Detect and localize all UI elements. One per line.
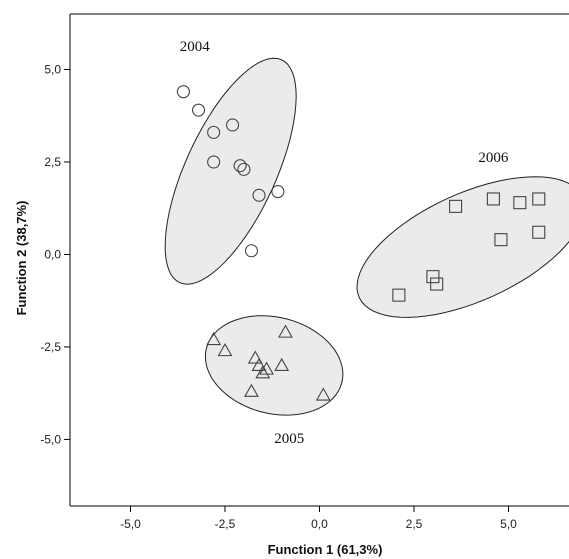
point-circle-2004: [252, 188, 266, 202]
point-square-2006: [494, 233, 508, 247]
point-circle-2004: [207, 155, 221, 169]
point-triangle-2005: [247, 350, 263, 364]
group-label-2004: 2004: [180, 39, 211, 55]
group-label-2006: 2006: [478, 150, 509, 166]
x-tick-label: 0,0: [311, 517, 328, 531]
y-tick-label: -2,5: [40, 340, 61, 354]
ellipses-layer: [164, 57, 569, 416]
group-ellipse-2005: [204, 315, 344, 416]
labels-layer: 2004 2006 2005: [180, 39, 509, 447]
x-tick-label: 2,5: [406, 517, 423, 531]
x-tick-label: -2,5: [215, 517, 236, 531]
point-triangle-2005: [244, 383, 259, 397]
x-axis-title: Function 1 (61,3%): [268, 542, 383, 557]
x-tick-label: 5,0: [500, 517, 517, 531]
point-circle-2004: [226, 118, 240, 132]
point-square-2006: [513, 196, 527, 210]
point-circle-2004: [244, 244, 259, 258]
point-triangle-2005: [278, 324, 293, 338]
y-tick-label: 0,0: [44, 247, 61, 261]
y-axis-title: Function 2 (38,7%): [14, 201, 29, 316]
point-square-2006: [426, 270, 440, 284]
group-ellipse-2006: [356, 176, 569, 318]
point-circle-2004: [271, 185, 285, 199]
point-circle-2004: [191, 103, 206, 117]
group-label-2005: 2005: [274, 431, 304, 447]
point-triangle-2005: [206, 331, 222, 346]
point-triangle-2005: [259, 361, 275, 375]
point-square-2006: [532, 192, 546, 206]
x-tick-label: -5,0: [120, 517, 141, 531]
y-tick-label: 5,0: [44, 62, 61, 76]
point-circle-2004: [176, 85, 190, 99]
point-square-2006: [486, 192, 500, 206]
point-triangle-2005: [315, 387, 331, 401]
point-triangle-2005: [255, 365, 271, 379]
y-tick-label: 2,5: [44, 155, 61, 169]
point-circle-2004: [233, 159, 247, 173]
point-triangle-2005: [217, 343, 233, 357]
y-tick-label: -5,0: [40, 432, 61, 446]
points-layer: [176, 85, 546, 401]
point-square-2006: [449, 199, 463, 213]
point-triangle-2005: [274, 357, 290, 371]
point-square-2006: [430, 277, 444, 291]
point-square-2006: [392, 288, 406, 302]
point-square-2006: [532, 225, 546, 239]
ticks-layer: -5,0 -2,5 0,0 2,5 5,0 5,0 2,5 0,0 -2,5 -5,0: [40, 62, 517, 531]
point-circle-2004: [237, 162, 251, 176]
point-triangle-2005: [251, 357, 267, 371]
group-ellipse-2004: [164, 57, 297, 285]
point-circle-2004: [207, 125, 221, 139]
